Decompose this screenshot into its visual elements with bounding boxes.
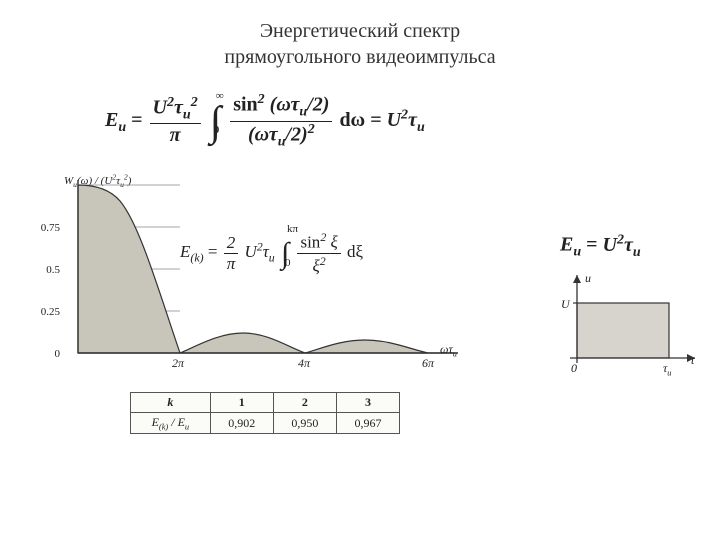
col-k: k xyxy=(131,393,211,413)
xi2: ξ xyxy=(313,256,320,275)
k-table: k 1 2 3 E(k) / Eи 0,902 0,950 0,967 xyxy=(130,392,400,434)
sym-E-inner: E xyxy=(180,242,190,261)
sym-U: U xyxy=(153,96,167,118)
integral-inner: kπ ∫ 0 xyxy=(279,243,291,263)
title-line-1: Энергетический спектр xyxy=(260,20,460,42)
sym-tau4: τ xyxy=(408,109,417,131)
xtick-4pi: 4π xyxy=(298,356,310,371)
ytick-05: 0.5 xyxy=(36,264,60,276)
table-row: k 1 2 3 xyxy=(131,393,400,413)
equation-inner: E(k) = 2 π U2τи kπ ∫ 0 sin2 ξ ξ2 dξ xyxy=(180,230,363,276)
table-row: E(k) / Eи 0,902 0,950 0,967 xyxy=(131,413,400,434)
frac-sinc2: sin2 (ωτи/2) (ωτи/2)2 xyxy=(230,92,332,150)
cell-3: 0,967 xyxy=(336,413,399,434)
sin-inner: sin xyxy=(300,233,320,252)
ytick-075: 0.75 xyxy=(36,222,60,234)
sym-E-sub: и xyxy=(118,120,126,135)
sin-text: sin xyxy=(233,94,257,116)
sinc-num: sin2 (ωτи/2) xyxy=(230,92,332,122)
int-upper-inner: kπ xyxy=(287,223,298,235)
sin2xi-den: ξ2 xyxy=(297,254,340,277)
sym-tau-sub4: и xyxy=(417,120,425,135)
eq-lhs: Eи xyxy=(105,109,131,131)
sym-tau: τ xyxy=(174,96,183,118)
pulse-tau: τи xyxy=(663,361,671,377)
equals-1: = xyxy=(131,109,147,131)
pulse-U-val: U xyxy=(561,297,570,312)
d-omega: dω xyxy=(339,109,365,131)
U2tau-inner: U2τи xyxy=(244,242,274,261)
equals-2: = xyxy=(370,109,386,131)
plot-xlabel: ωτи xyxy=(440,342,457,358)
row-header: E(k) / Eи xyxy=(131,413,211,434)
sin2xi-num: sin2 ξ xyxy=(297,230,340,254)
d-xi: dξ xyxy=(347,242,363,261)
equals-inner: = xyxy=(208,242,222,261)
pulse-u-label: u xyxy=(585,271,591,286)
rhs-right: U2τи xyxy=(603,234,641,256)
pulse-zero: 0 xyxy=(571,361,577,376)
spectrum-plot xyxy=(60,175,460,380)
xtick-6pi: 6π xyxy=(422,356,434,371)
pulse-diagram: u U t 0 τи xyxy=(555,275,700,385)
equation-main: Eи = U2τи2 π ∞ ∫ 0 sin2 (ωτи/2) (ωτи/2)2… xyxy=(105,92,500,150)
frac-2-over-pi: 2 π xyxy=(224,233,239,274)
int-lower-inner: 0 xyxy=(285,257,291,269)
eq-inner-lhs: E(k) xyxy=(180,242,208,261)
frac-U2tau2-over-pi: U2τи2 π xyxy=(150,95,201,148)
frac-pi: π xyxy=(224,254,239,274)
integral-main: ∞ ∫ 0 xyxy=(208,110,224,133)
xi1: ξ xyxy=(331,233,338,252)
frac-den: π xyxy=(150,124,201,147)
sym-tau3: τ xyxy=(269,123,278,145)
sinc-den: (ωτи/2)2 xyxy=(230,122,332,151)
tau-sub-inner: и xyxy=(269,250,275,264)
sym-U2: U xyxy=(387,109,401,131)
rhs-right-sub: и xyxy=(633,245,641,260)
xtick-2pi: 2π xyxy=(172,356,184,371)
frac-num: U2τи2 xyxy=(150,95,201,125)
spectrum-svg xyxy=(60,175,460,380)
pulse-t-label: t xyxy=(691,353,694,368)
equals-right: = xyxy=(586,234,602,256)
sym-E: E xyxy=(105,109,118,131)
col-1: 1 xyxy=(210,393,273,413)
equation-right: Eи = U2τи xyxy=(560,232,641,261)
sym-omega2: ω xyxy=(255,123,269,145)
sym-E-right-sub: и xyxy=(573,245,581,260)
rhs-U2tau: U2τи xyxy=(387,109,425,131)
col-3: 3 xyxy=(336,393,399,413)
sym-E-inner-sub: (k) xyxy=(190,250,203,264)
sym-tau-sub3: и xyxy=(278,134,286,149)
cell-2: 0,950 xyxy=(273,413,336,434)
ytick-025: 0.25 xyxy=(36,306,60,318)
sym-tau-sub2: и xyxy=(299,105,307,120)
sym-E-right: E xyxy=(560,234,573,256)
page-title: Энергетический спектр прямоугольного вид… xyxy=(0,18,720,70)
title-line-2: прямоугольного видеоимпульса xyxy=(224,46,495,68)
cell-1: 0,902 xyxy=(210,413,273,434)
col-2: 2 xyxy=(273,393,336,413)
energy-table: k 1 2 3 E(k) / Eи 0,902 0,950 0,967 xyxy=(130,392,400,434)
frac-2: 2 xyxy=(224,233,239,254)
int-lower: 0 xyxy=(214,124,220,136)
sym-tau-sub: и xyxy=(183,107,191,122)
frac-sin2xi: sin2 ξ ξ2 xyxy=(297,230,340,276)
ytick-0: 0 xyxy=(36,348,60,360)
sym-omega: ω xyxy=(276,94,290,116)
